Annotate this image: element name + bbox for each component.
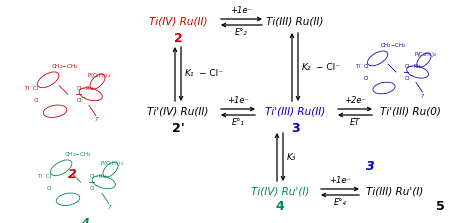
Text: $\mathregular{Ti^{..}Cl}$: $\mathregular{Ti^{..}Cl}$: [25, 84, 40, 92]
Text: 3: 3: [291, 122, 299, 134]
Text: +1e⁻: +1e⁻: [329, 176, 351, 185]
Text: − Cl⁻: − Cl⁻: [199, 70, 223, 78]
Text: $\mathregular{Cl}$: $\mathregular{Cl}$: [33, 96, 40, 104]
Text: $\mathregular{P(C_6H_5)_2}$: $\mathregular{P(C_6H_5)_2}$: [414, 50, 438, 59]
Text: $\mathregular{Cl}$: $\mathregular{Cl}$: [363, 74, 369, 82]
Text: $\mathregular{Cl}$: $\mathregular{Cl}$: [46, 184, 53, 192]
Text: $\mathregular{CH_2{-}CH_2}$: $\mathregular{CH_2{-}CH_2}$: [51, 62, 79, 71]
Text: +2e⁻: +2e⁻: [344, 96, 366, 105]
Text: E°₁: E°₁: [232, 118, 245, 127]
Text: $\mathregular{P(C_6H_5)_2}$: $\mathregular{P(C_6H_5)_2}$: [88, 71, 111, 80]
Text: $\mathregular{Ti^{..}Cl}$: $\mathregular{Ti^{..}Cl}$: [355, 62, 369, 70]
Text: $\mathregular{Cl^-}$: $\mathregular{Cl^-}$: [89, 184, 100, 192]
Text: Ti'(III) Ru(0): Ti'(III) Ru(0): [379, 107, 440, 117]
Text: $\mathregular{P(C_6H_5)_2}$: $\mathregular{P(C_6H_5)_2}$: [100, 159, 124, 168]
Text: K₁: K₁: [185, 70, 194, 78]
Text: Ti'(IV) Ru(II): Ti'(IV) Ru(II): [147, 107, 209, 117]
Text: $\mathregular{CH_2{-}CH_2}$: $\mathregular{CH_2{-}CH_2}$: [380, 42, 407, 50]
Text: $\mathregular{Cl^-}$: $\mathregular{Cl^-}$: [76, 96, 87, 104]
Text: ET: ET: [350, 118, 360, 127]
Text: E°₂: E°₂: [235, 28, 248, 37]
Text: Ti'(III) Ru(II): Ti'(III) Ru(II): [265, 107, 325, 117]
Text: +1e⁻: +1e⁻: [230, 6, 253, 15]
Text: 3: 3: [366, 160, 374, 173]
Text: 2: 2: [68, 168, 76, 181]
Text: 4: 4: [276, 200, 284, 213]
Text: 4: 4: [81, 218, 89, 223]
Text: $\mathregular{Cl_-Ru}$: $\mathregular{Cl_-Ru}$: [404, 63, 421, 70]
Text: Ti(IV) Ru'(I): Ti(IV) Ru'(I): [251, 187, 309, 197]
Text: K₂: K₂: [302, 62, 312, 72]
Text: 7: 7: [94, 117, 97, 122]
Text: $\mathregular{Ti^{..}Cl}$: $\mathregular{Ti^{..}Cl}$: [37, 172, 53, 180]
Text: Ti(IV) Ru(II): Ti(IV) Ru(II): [149, 17, 207, 27]
Text: $\mathregular{Cl^-}$: $\mathregular{Cl^-}$: [404, 74, 414, 82]
Text: K₃: K₃: [287, 153, 297, 161]
Text: E°₄: E°₄: [333, 198, 346, 207]
Text: $\mathregular{CH_2{-}CH_2}$: $\mathregular{CH_2{-}CH_2}$: [64, 150, 92, 159]
Text: 5: 5: [436, 200, 444, 213]
Text: 7: 7: [107, 205, 111, 210]
Text: $\mathregular{Cl_-Ru}$: $\mathregular{Cl_-Ru}$: [89, 173, 108, 180]
Text: − Cl⁻: − Cl⁻: [316, 62, 340, 72]
Text: Ti(III) Ru'(I): Ti(III) Ru'(I): [367, 187, 424, 197]
Text: 7: 7: [421, 94, 424, 99]
Text: $\mathregular{Cl_-Ru}$: $\mathregular{Cl_-Ru}$: [76, 85, 95, 92]
Text: Ti(III) Ru(II): Ti(III) Ru(II): [266, 17, 324, 27]
Text: +1e⁻: +1e⁻: [227, 96, 249, 105]
Text: 2': 2': [172, 122, 184, 134]
Text: 2: 2: [174, 31, 183, 45]
